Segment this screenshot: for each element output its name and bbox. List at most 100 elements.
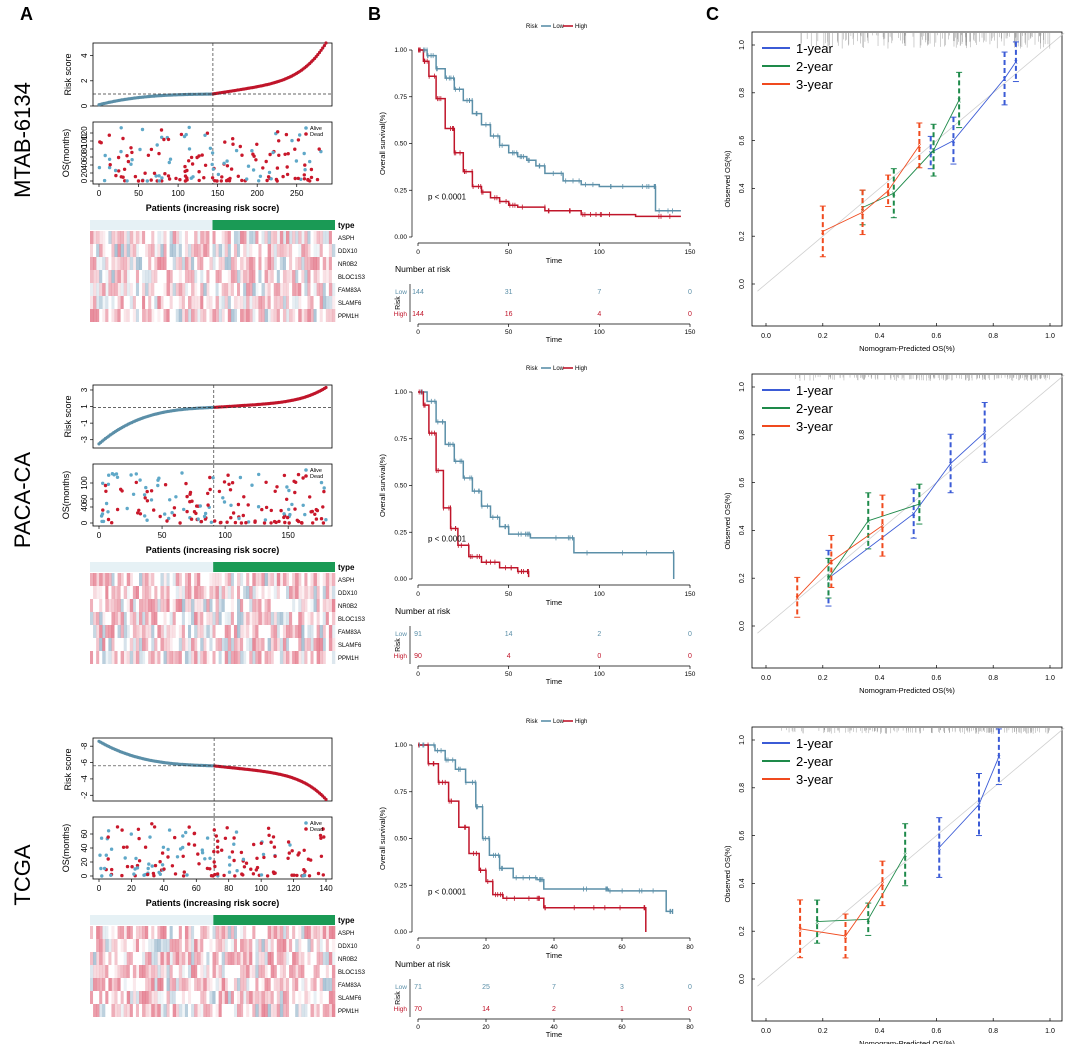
os-point-dead: [143, 171, 147, 175]
heatmap-cell: [237, 1004, 241, 1017]
os-point-dead: [251, 872, 256, 876]
heatmap-cell: [203, 270, 207, 283]
os-point-alive: [167, 828, 172, 832]
heatmap-cell: [184, 270, 189, 283]
heatmap-cell: [282, 651, 287, 664]
heatmap-cell: [252, 573, 256, 586]
heatmap-cell: [200, 257, 204, 270]
heatmap-cell: [108, 599, 112, 612]
os-point-dead: [275, 166, 280, 170]
heatmap-cell: [316, 965, 320, 978]
heatmap-cell: [215, 991, 219, 1004]
heatmap-cell: [178, 573, 183, 586]
os-point-dead: [226, 473, 230, 477]
heatmap-cell: [255, 952, 259, 965]
os-ylabel: OS(months): [61, 129, 71, 178]
heatmap-cell: [129, 625, 134, 638]
heatmap-cell: [316, 952, 320, 965]
heatmap-cell: [135, 651, 140, 664]
heatmap-cell: [157, 231, 161, 244]
km-y-tick-label: 0.25: [394, 187, 407, 194]
heatmap-cell: [157, 625, 161, 638]
heatmap-cell: [93, 309, 97, 322]
calibration-point-3-year: x: [844, 933, 848, 940]
os-point-dead: [286, 840, 291, 844]
heatmap-cell: [120, 231, 124, 244]
heatmap-cell: [148, 952, 152, 965]
calibration-xlabel: Nomogram-Predicted OS(%): [859, 1039, 955, 1044]
os-point-dead: [162, 137, 166, 142]
heatmap-cell: [273, 309, 278, 322]
heatmap-cell: [145, 965, 149, 978]
heatmap-cell: [282, 939, 287, 952]
os-point-dead: [309, 167, 314, 172]
os-point-alive: [125, 506, 129, 511]
os-point-alive: [301, 503, 305, 507]
heatmap-cell: [157, 1004, 161, 1017]
heatmap-cell: [105, 599, 109, 612]
heatmap-cell: [99, 270, 103, 283]
heatmap-cell: [313, 283, 317, 296]
heatmap-cell: [129, 991, 134, 1004]
heatmap-cell: [178, 638, 183, 651]
heatmap-cell: [148, 939, 152, 952]
os-point-dead: [184, 481, 188, 486]
os-point-alive: [271, 150, 275, 155]
heatmap-cell: [169, 625, 173, 638]
legend-dead-label: Dead: [310, 132, 323, 138]
heatmap-cell: [215, 599, 219, 612]
heatmap-cell: [175, 965, 180, 978]
os-point-dead: [265, 178, 269, 183]
heatmap-cell: [148, 257, 152, 270]
heatmap-cell: [184, 612, 189, 625]
heatmap-cell: [166, 257, 170, 270]
heatmap-cell: [99, 625, 103, 638]
os-point-dead: [197, 170, 201, 174]
heatmap-cell: [221, 952, 226, 965]
heatmap-cell: [120, 612, 124, 625]
heatmap-gene-label: DDX10: [338, 249, 358, 255]
heatmap-cell: [233, 586, 238, 599]
heatmap-cell: [108, 965, 112, 978]
heatmap-cell: [304, 599, 308, 612]
os-point-dead: [272, 519, 277, 524]
heatmap-cell: [178, 991, 183, 1004]
os-point-dead: [126, 159, 131, 164]
calibration-legend-label: 1-year: [796, 41, 834, 56]
heatmap-cell: [255, 586, 259, 599]
heatmap-cell: [90, 309, 94, 322]
calibration-x-tick-label: 0.0: [761, 675, 771, 682]
risk-table-ylabel: Risk: [395, 991, 402, 1005]
heatmap-cell: [224, 270, 229, 283]
risk-table-high-label: High: [394, 653, 408, 660]
heatmap-cell: [175, 257, 180, 270]
patient-x-tick-label: 140: [319, 884, 333, 893]
heatmap-cell: [120, 991, 124, 1004]
os-point-dead: [120, 828, 124, 832]
heatmap-cell: [316, 612, 320, 625]
os-point-alive: [135, 866, 140, 870]
heatmap-cell: [249, 965, 253, 978]
os-point-dead: [152, 171, 157, 175]
risk-table-low-value: 144: [412, 289, 424, 296]
os-point-dead: [293, 147, 297, 151]
calibration-y-tick-label: 0.2: [739, 926, 746, 936]
calibration-point-3-year: x: [798, 926, 802, 933]
heatmap-cell: [273, 926, 278, 939]
heatmap-cell: [224, 991, 229, 1004]
heatmap-gene-label: ASPH: [338, 931, 354, 937]
os-point-dead: [116, 155, 121, 160]
os-point-alive: [104, 853, 109, 857]
heatmap-cell: [206, 231, 210, 244]
heatmap-cell: [328, 625, 333, 638]
heatmap-cell: [224, 309, 229, 322]
heatmap-cell: [154, 586, 158, 599]
heatmap-cell: [197, 257, 201, 270]
calibration-line-2-year: [828, 503, 920, 579]
os-point-dead: [149, 147, 154, 152]
heatmap-cell: [181, 599, 186, 612]
heatmap-cell: [289, 573, 293, 586]
heatmap-cell: [227, 257, 232, 270]
os-point-alive: [257, 179, 261, 183]
heatmap-cell: [123, 978, 128, 991]
